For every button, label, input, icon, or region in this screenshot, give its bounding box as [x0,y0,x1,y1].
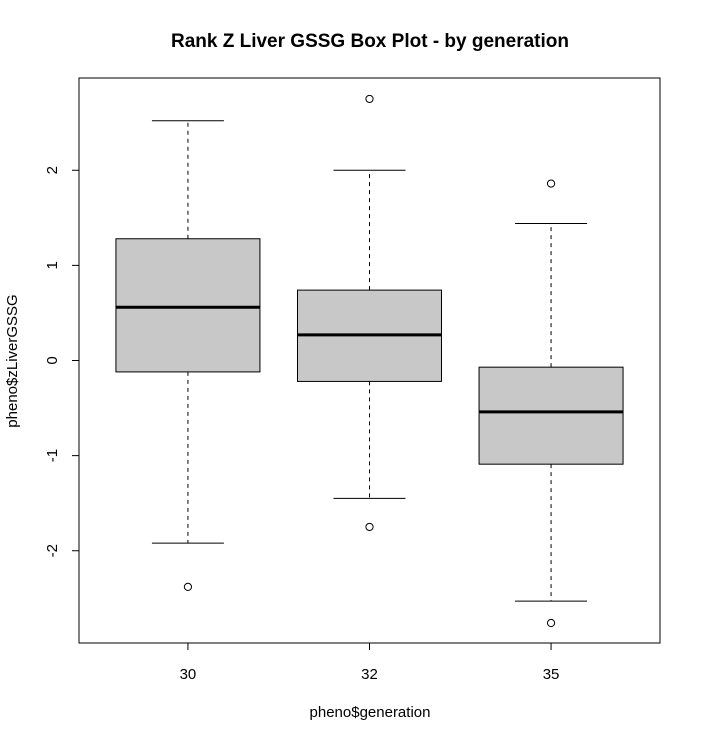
outlier-point [183,582,193,591]
x-axis-label: pheno$generation [310,704,431,721]
y-axis: -2 -1 0 1 2 [44,166,80,557]
box-iqr [478,366,624,465]
box-30 [115,120,261,591]
box-35 [478,179,624,628]
chart-title: Rank Z Liver GSSG Box Plot - by generati… [171,31,569,52]
outlier-point [546,618,556,628]
x-tick-label: 32 [361,666,378,683]
box-series [115,94,624,628]
outlier-point [365,94,374,104]
y-axis-label: pheno$zLiverGSSG [4,294,21,427]
y-tick-label: -2 [44,544,61,557]
outlier-point [546,179,556,188]
y-tick-label: 2 [44,166,61,174]
box-iqr [115,238,261,373]
x-tick-label: 30 [180,666,197,683]
outlier-point [365,522,374,532]
x-tick-label: 35 [543,666,560,683]
box-32 [297,94,442,532]
y-tick-label: -1 [44,449,61,462]
y-tick-label: 0 [44,356,61,364]
y-tick-label: 1 [44,261,61,269]
x-axis: 30 32 35 [180,642,560,683]
